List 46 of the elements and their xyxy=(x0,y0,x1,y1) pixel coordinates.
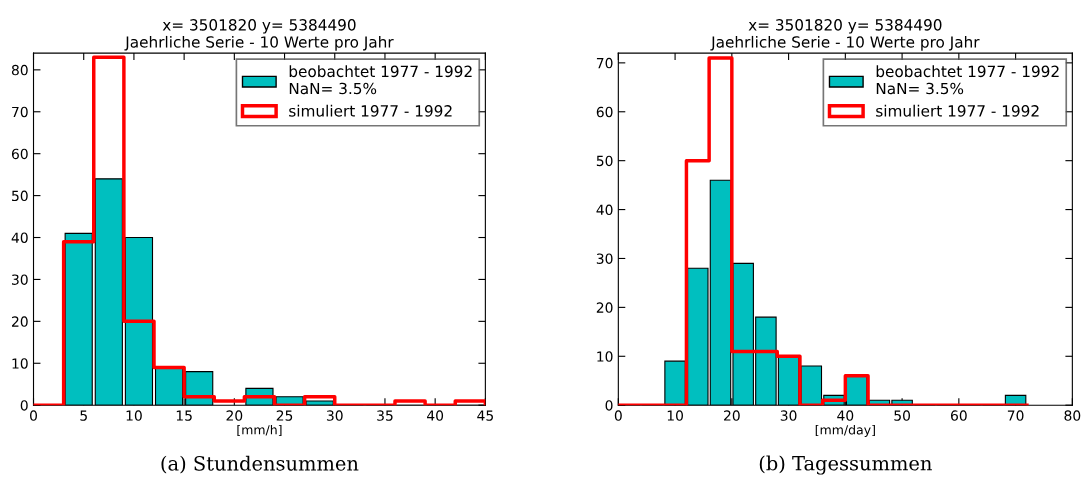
y-tick-label: 60 xyxy=(596,106,613,118)
y-tick-label: 20 xyxy=(11,316,28,327)
chart-title: x= 3501820 y= 5384490 Jaehrliche Serie - 10 Werte pro Jahr xyxy=(710,19,980,51)
x-tick-label: 40 xyxy=(837,410,854,421)
y-tick-label: 40 xyxy=(596,204,613,216)
x-axis-title: [mm/day] xyxy=(815,424,875,437)
x-tick-label: 30 xyxy=(780,410,797,421)
legend-label: simuliert 1977 - 1992 xyxy=(876,104,1039,117)
x-axis-title: [mm/h] xyxy=(237,424,282,437)
x-tick-label: 40 xyxy=(427,410,444,421)
y-tick-label: 10 xyxy=(597,351,613,362)
x-tick-label: 70 xyxy=(1007,410,1024,421)
y-tick-label: 80 xyxy=(11,64,28,76)
x-tick-label: 25 xyxy=(276,410,293,421)
x-tick-label: 45 xyxy=(477,410,493,421)
legend-label: beobachtet 1977 - 1992 NaN= 3.5% xyxy=(289,65,472,95)
y-tick-label: 0 xyxy=(20,400,28,411)
y-tick-label: 50 xyxy=(596,155,613,167)
x-tick-label: 15 xyxy=(176,410,192,421)
legend-label: beobachtet 1977 - 1992 NaN= 3.5% xyxy=(876,65,1059,95)
x-tick-label: 10 xyxy=(126,410,142,421)
y-tick-label: 10 xyxy=(12,358,28,369)
x-tick-label: 5 xyxy=(80,410,87,421)
y-tick-label: 50 xyxy=(12,190,28,202)
x-tick-label: 35 xyxy=(377,410,393,421)
y-tick-label: 30 xyxy=(596,253,613,264)
y-tick-label: 70 xyxy=(596,57,613,69)
x-tick-label: 0 xyxy=(30,410,38,421)
x-tick-label: 20 xyxy=(724,410,740,421)
text: (b) Tagessummen xyxy=(759,455,932,475)
x-tick-label: 50 xyxy=(894,410,911,421)
legend-label: simuliert 1977 - 1992 xyxy=(289,104,452,117)
x-tick-label: 10 xyxy=(667,410,683,421)
chart-title: x= 3501820 y= 5384490 Jaehrliche Serie - 10 Werte pro Jahr xyxy=(124,19,394,51)
y-tick-label: 0 xyxy=(605,400,613,411)
x-tick-label: 20 xyxy=(226,410,243,421)
x-tick-label: 60 xyxy=(950,410,967,421)
y-tick-label: 30 xyxy=(12,274,28,285)
y-tick-label: 60 xyxy=(11,148,28,160)
x-tick-label: 30 xyxy=(326,410,343,421)
y-tick-label: 40 xyxy=(11,232,28,243)
y-tick-label: 20 xyxy=(596,302,613,313)
y-tick-label: 70 xyxy=(12,106,28,118)
text: (a) Stundensummen xyxy=(161,455,359,474)
x-tick-label: 80 xyxy=(1064,410,1081,421)
x-tick-label: 0 xyxy=(614,410,622,421)
